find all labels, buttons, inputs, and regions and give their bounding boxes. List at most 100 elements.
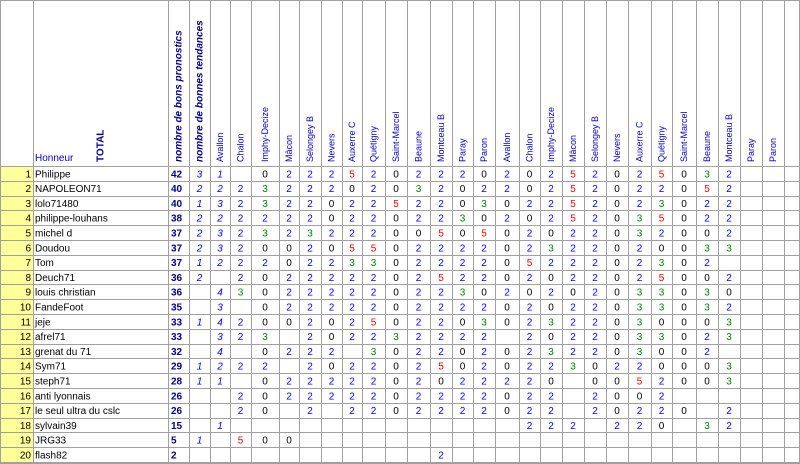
rank-cell xyxy=(0,254,33,270)
match-points: 0 xyxy=(614,258,620,269)
match-points: 0 xyxy=(659,347,665,358)
match-points: 2 xyxy=(570,347,576,358)
match-points: 0 xyxy=(262,317,268,328)
match-points: 2 xyxy=(527,273,533,284)
match-points: 3 xyxy=(704,288,710,299)
column-header: Quétigny xyxy=(369,125,379,162)
total-score: 36 xyxy=(171,288,183,299)
match-points: 0 xyxy=(527,169,533,180)
match-points: 5 xyxy=(659,273,665,284)
rank-cell xyxy=(0,343,33,359)
player-name: afrel71 xyxy=(35,332,66,343)
match-points: 0 xyxy=(460,317,466,328)
rank-number: 2 xyxy=(25,184,31,195)
rank-cell xyxy=(0,447,33,462)
rank-cell xyxy=(0,373,33,388)
good-trend-count: 2 xyxy=(216,362,223,373)
match-points: 2 xyxy=(371,377,377,388)
match-points: 5 xyxy=(349,169,355,180)
rank-number: 8 xyxy=(25,273,31,284)
match-points: 0 xyxy=(329,199,335,210)
match-points: 2 xyxy=(726,421,732,432)
match-points: 2 xyxy=(329,258,335,269)
match-points: 2 xyxy=(592,332,598,343)
match-points: 2 xyxy=(307,317,313,328)
match-points: 2 xyxy=(704,258,710,269)
match-points: 3 xyxy=(726,377,732,388)
rank-number: 5 xyxy=(25,229,31,240)
match-points: 2 xyxy=(286,214,292,225)
total-score: 29 xyxy=(171,362,183,373)
match-points: 3 xyxy=(548,317,554,328)
match-points: 0 xyxy=(614,243,620,254)
match-points: 2 xyxy=(238,214,244,225)
match-points: 0 xyxy=(262,347,268,358)
match-points: 0 xyxy=(393,347,399,358)
player-name: lolo71480 xyxy=(35,199,79,210)
match-points: 2 xyxy=(438,317,444,328)
match-points: 0 xyxy=(262,273,268,284)
rank-cell xyxy=(0,328,33,344)
match-points: 2 xyxy=(416,317,422,328)
match-points: 2 xyxy=(371,184,377,195)
rank-number: 15 xyxy=(20,377,32,388)
match-points: 2 xyxy=(371,332,377,343)
match-points: 5 xyxy=(637,377,643,388)
column-header: Nevers xyxy=(327,133,337,162)
match-points: 2 xyxy=(349,362,355,373)
match-points: 2 xyxy=(704,347,710,358)
column-header: Saint-Marcel xyxy=(391,111,401,162)
player-name: Philippe xyxy=(35,169,71,180)
total-score: 37 xyxy=(171,229,183,240)
match-points: 2 xyxy=(307,377,313,388)
match-points: 2 xyxy=(548,391,554,402)
match-points: 0 xyxy=(527,184,533,195)
match-points: 0 xyxy=(614,214,620,225)
match-points: 2 xyxy=(726,214,732,225)
match-points: 2 xyxy=(570,421,576,432)
match-points: 2 xyxy=(349,391,355,402)
column-header: Selongey B xyxy=(305,116,315,162)
match-points: 0 xyxy=(659,362,665,373)
match-points: 5 xyxy=(659,214,665,225)
match-points: 0 xyxy=(681,332,687,343)
match-points: 2 xyxy=(286,229,292,240)
match-points: 0 xyxy=(416,229,422,240)
match-points: 3 xyxy=(416,184,422,195)
match-points: 2 xyxy=(548,199,554,210)
player-name: Tom xyxy=(35,258,54,269)
column-header: Beaune xyxy=(702,131,712,162)
match-points: 2 xyxy=(349,214,355,225)
good-prognosis-count: 3 xyxy=(197,169,203,180)
good-prognosis-count: 1 xyxy=(197,362,203,373)
rank-number: 19 xyxy=(20,436,32,447)
match-points: 2 xyxy=(438,258,444,269)
match-points: 3 xyxy=(659,288,665,299)
match-points: 0 xyxy=(614,184,620,195)
match-points: 2 xyxy=(548,169,554,180)
rank-number: 10 xyxy=(20,303,32,314)
match-points: 0 xyxy=(548,377,554,388)
match-points: 2 xyxy=(460,377,466,388)
match-points: 2 xyxy=(481,377,487,388)
match-points: 3 xyxy=(371,258,377,269)
rank-cell xyxy=(0,432,33,448)
good-prognosis-count: 1 xyxy=(197,436,203,447)
column-header: Paray xyxy=(458,138,468,162)
match-points: 2 xyxy=(416,303,422,314)
column-header: Selongey B xyxy=(590,116,600,162)
match-points: 2 xyxy=(238,258,244,269)
match-points: 2 xyxy=(238,332,244,343)
column-header: Montceau B xyxy=(436,114,446,162)
match-points: 2 xyxy=(238,406,244,417)
match-points: 2 xyxy=(307,391,313,402)
match-points: 3 xyxy=(238,288,244,299)
match-points: 2 xyxy=(527,303,533,314)
match-points: 2 xyxy=(592,317,598,328)
match-points: 0 xyxy=(329,332,335,343)
column-header: Paron xyxy=(768,138,778,162)
match-points: 2 xyxy=(349,303,355,314)
match-points: 2 xyxy=(416,199,422,210)
match-points: 0 xyxy=(704,362,710,373)
